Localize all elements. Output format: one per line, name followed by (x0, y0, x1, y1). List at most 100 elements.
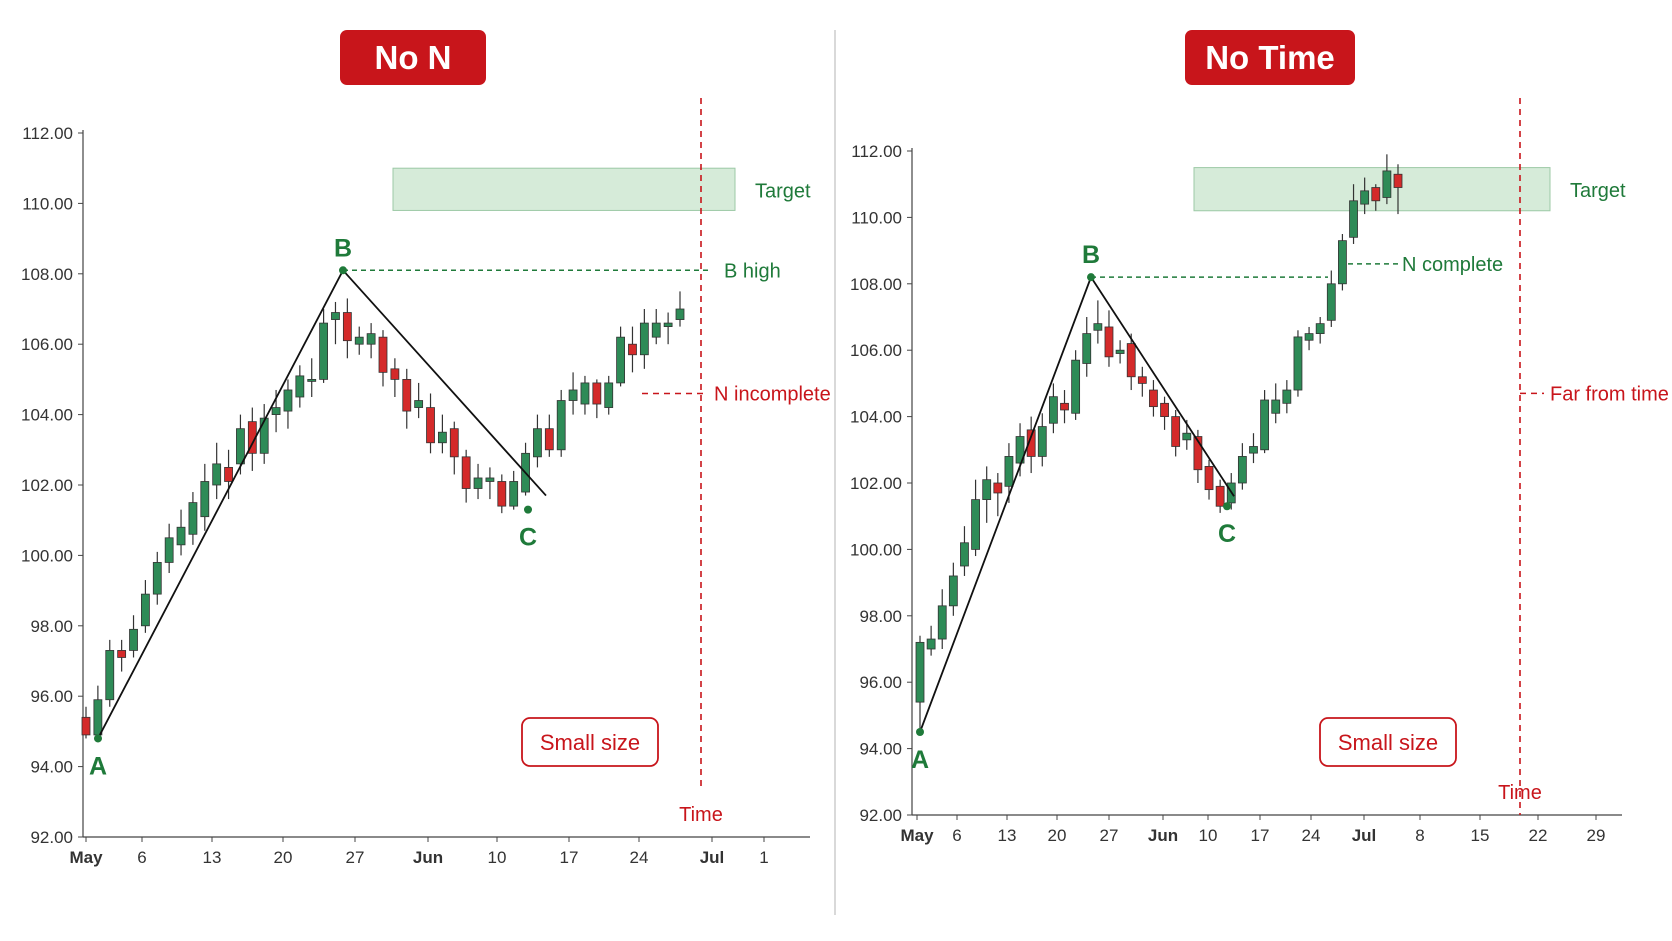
y-tick-label: 92.00 (30, 828, 73, 847)
candle-bull (1015, 436, 1025, 464)
y-tick-label: 96.00 (859, 673, 902, 692)
candle-bull (1293, 336, 1303, 391)
candle-bull (1338, 240, 1347, 285)
candle-bull (971, 499, 980, 550)
candle-bear (224, 466, 233, 482)
candle-bull (651, 322, 661, 338)
candle-bear (1204, 465, 1214, 491)
size-badge (521, 717, 659, 767)
candle-bull (1037, 426, 1047, 457)
x-tick-label: 29 (1587, 826, 1606, 845)
target-zone (392, 167, 736, 211)
x-tick-label: Jun (413, 848, 443, 867)
candle-bull (129, 628, 138, 651)
y-tick-label: 102.00 (850, 474, 902, 493)
point-c-marker (1223, 502, 1231, 511)
x-tick-label: 24 (630, 848, 649, 867)
time-label: Time (1498, 782, 1542, 804)
y-tick-label: 104.00 (21, 406, 73, 425)
candle-bull (354, 336, 364, 345)
candle-bull (604, 382, 614, 408)
candle-bull (663, 322, 673, 327)
point-b-label: B (334, 234, 352, 262)
point-c-label: C (519, 524, 537, 552)
candle-bear (544, 428, 554, 451)
candle-bull (307, 378, 317, 382)
candle-bull (533, 428, 542, 458)
chart-title-no-n: No N (340, 30, 486, 85)
x-tick-label: 22 (1529, 826, 1548, 845)
candle-bear (461, 456, 471, 489)
x-tick-label: May (900, 826, 934, 845)
candle-bull (1260, 399, 1270, 451)
candle-bull (1249, 446, 1258, 454)
point-c-marker (524, 505, 532, 514)
y-tick-label: 102.00 (21, 476, 73, 495)
candle-bull (152, 562, 162, 595)
candle-bull (960, 542, 969, 567)
y-tick-label: 110.00 (851, 208, 902, 227)
candle-bull (164, 537, 174, 563)
target-label: Target (755, 180, 811, 202)
x-tick-label: 24 (1302, 826, 1321, 845)
x-tick-label: 10 (1199, 826, 1218, 845)
far-from-time-label: Far from time (1550, 383, 1669, 405)
candle-bear (1060, 402, 1069, 411)
candle-bull (1071, 359, 1081, 414)
left-panel: No N 112.00 110.00 108.00 106.00 104.00 102.0… (0, 0, 835, 941)
x-tick-label: Jun (1148, 826, 1178, 845)
candle-bull (948, 575, 958, 607)
candle-bull (1315, 323, 1325, 335)
candle-bull (926, 638, 936, 650)
n-incomplete-label: N incomplete (714, 383, 831, 405)
candle-bull (1360, 190, 1370, 205)
candle-bull (556, 400, 566, 451)
candle-bull (236, 428, 245, 465)
x-tick-label: 17 (560, 848, 579, 867)
candle-bull (485, 477, 495, 482)
candle-bear (1171, 416, 1181, 447)
candle-bear (449, 428, 459, 458)
candle-bull (319, 322, 329, 380)
candle-bear (1026, 429, 1036, 457)
right-panel: No Time 112.00 110.00 108.00 106.00 104.00 10… (836, 0, 1672, 941)
y-tick-label: 110.00 (22, 194, 73, 213)
candle-bear (1193, 436, 1203, 471)
y-tick-label: 108.00 (850, 275, 902, 294)
candle-bear (390, 368, 400, 380)
x-tick-label: 10 (488, 848, 507, 867)
n-complete-label: N complete (1402, 254, 1503, 276)
candle-bull (1093, 323, 1103, 331)
size-badge-label: Small size (540, 730, 640, 755)
x-tick-label: Jul (1352, 826, 1377, 845)
candle-bull (1237, 456, 1247, 484)
candle-bull (283, 389, 293, 412)
point-b-marker (1087, 273, 1095, 282)
candle-bull (331, 312, 340, 320)
candle-bear (497, 481, 507, 507)
x-tick-label: 20 (1048, 826, 1067, 845)
candle-bull (982, 479, 992, 500)
y-tick-label: 108.00 (21, 265, 73, 284)
candle-bull (1004, 456, 1014, 487)
point-b-label: B (1082, 241, 1100, 269)
candle-bull (616, 336, 625, 384)
candle-bull (1182, 432, 1192, 441)
candle-bear (378, 336, 388, 373)
candle-bull (937, 605, 947, 640)
candle-bull (1349, 200, 1358, 238)
candle-bear (628, 343, 637, 356)
candle-bear (592, 382, 602, 405)
candle-bear (1371, 187, 1381, 202)
candle-bull (295, 375, 305, 398)
x-tick-label: 6 (952, 826, 961, 845)
point-a-label: A (911, 746, 929, 774)
panel-divider (834, 30, 836, 915)
x-tick-label: 13 (203, 848, 222, 867)
y-tick-label: 106.00 (21, 335, 73, 354)
y-tick-label: 112.00 (851, 142, 902, 161)
x-tick-label: 8 (1415, 826, 1424, 845)
x-tick-label: 27 (1100, 826, 1119, 845)
x-tick-label: 15 (1471, 826, 1490, 845)
candle-bull (1282, 389, 1292, 404)
